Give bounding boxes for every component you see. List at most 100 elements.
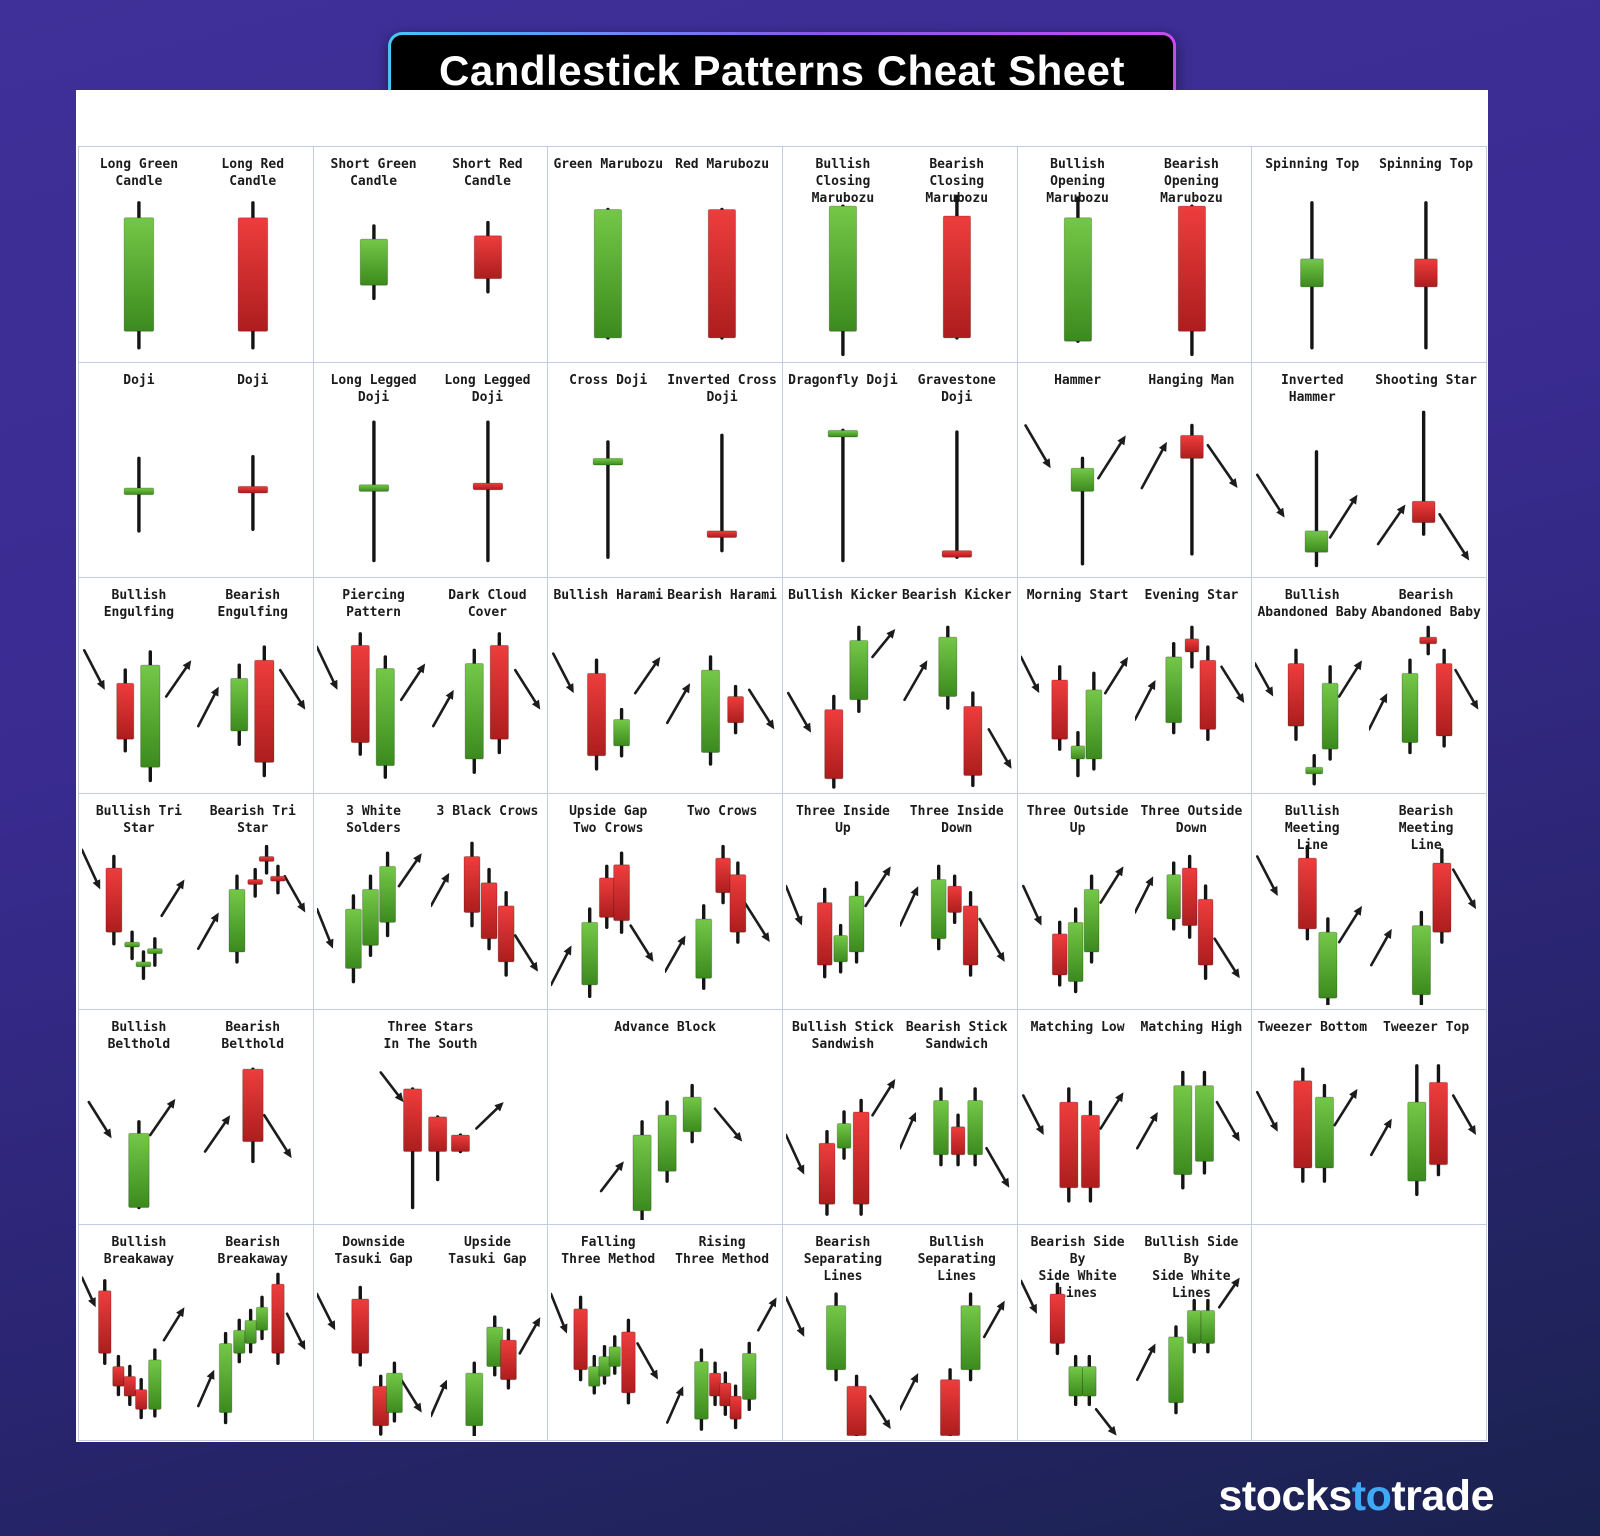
pattern-pane: Bullish Opening Marubozu <box>1021 157 1135 358</box>
pattern-label: Bearish Separating Lines <box>803 1235 883 1285</box>
pattern-pane: Inverted Cross Doji <box>665 373 779 574</box>
pattern-pane: Evening Star <box>1134 588 1249 789</box>
candlestick-diagram <box>87 1098 176 1209</box>
candlestick-diagram <box>666 655 775 767</box>
pattern-pane: Bearish Closing Marubozu <box>900 157 1014 358</box>
pattern-cell: Green Marubozu Red Marubozu <box>547 146 782 362</box>
pattern-pane: Bearish Separating Lines <box>786 1235 900 1436</box>
pattern-pane: Doji <box>196 373 310 574</box>
pattern-pane: Long Legged Doji <box>431 373 545 574</box>
pattern-label: 3 White Solders <box>346 804 401 836</box>
candlestick-diagram <box>1414 201 1438 350</box>
pattern-pane: Three Inside Up <box>786 804 900 1005</box>
pattern-pane: Bearish Tri Star <box>196 804 310 1005</box>
pattern-cell: Downside Tasuki Gap Upside Tasuki Gap <box>312 1224 548 1440</box>
pattern-label: Falling Three Method <box>561 1235 656 1268</box>
pattern-pane: Upside Gap Two Crows <box>551 804 665 1005</box>
pattern-label: Matching High <box>1140 1019 1243 1035</box>
pattern-label: Bullish Harami <box>553 588 664 604</box>
pattern-label: Bullish Engulfing <box>103 588 175 621</box>
pattern-pane: Spinning Top <box>1255 157 1369 358</box>
pattern-label: Long Legged Doji <box>444 372 531 405</box>
pattern-pane: Three Inside Down <box>899 804 1014 1005</box>
candlestick-diagram <box>379 1070 504 1209</box>
candlestick-diagram <box>786 1078 896 1216</box>
pattern-label: Spinning Top <box>1379 157 1474 172</box>
pattern-label: Green Marubozu <box>553 157 664 172</box>
pattern-pane: Bullish Harami <box>551 588 665 789</box>
pattern-cell: Long Green Candle Long Red Candle <box>78 146 313 362</box>
pattern-cell: Bullish Breakaway Bearish Breakaway <box>78 1224 313 1440</box>
pattern-pane: Cross Doji <box>551 373 665 574</box>
pattern-cell: Bullish Kicker Bearish Kicker <box>782 577 1017 793</box>
candlestick-diagram <box>1134 625 1244 742</box>
pattern-pane: Hanging Man <box>1135 373 1249 574</box>
pattern-label: Doji <box>123 372 155 388</box>
pattern-pane: Morning Start <box>1020 588 1135 789</box>
candlestick-diagram <box>594 207 623 340</box>
pattern-cell: Advance Block <box>547 1008 782 1225</box>
candlestick-diagram <box>1140 423 1237 556</box>
pattern-cell: Three Inside Up Three Inside Down <box>782 793 1017 1009</box>
pattern-label: Bullish Tri Star <box>95 804 182 836</box>
pattern-pane: Inverted Hammer <box>1255 373 1369 574</box>
pattern-cell: Dragonfly Doji Gravestone Doji <box>782 361 1017 578</box>
pattern-pane: Advance Block <box>551 1020 779 1221</box>
pattern-label: Upside Tasuki Gap <box>448 1235 527 1268</box>
pattern-label: Gravestone Doji <box>917 372 996 405</box>
pattern-label: Cross Doji <box>569 372 648 388</box>
pattern-label: Downside Tasuki Gap <box>334 1235 413 1268</box>
pattern-label: Bullish Belthold <box>107 1019 171 1052</box>
pattern-label: Bullish Abandoned Baby <box>1257 588 1368 621</box>
candlestick-diagram <box>899 864 1005 977</box>
pattern-label: Short Red Candle <box>452 157 523 189</box>
pattern-label: Long Red Candle <box>221 157 285 189</box>
pattern-cell: Bullish Meeting Line Bearish Meeting Line <box>1251 793 1486 1009</box>
pattern-label: Hanging Man <box>1148 372 1235 388</box>
pattern-pane: Matching Low <box>1021 1020 1135 1221</box>
candlestick-diagram <box>82 848 185 981</box>
pattern-pane: Two Crows <box>665 804 779 1005</box>
pattern-label: Two Crows <box>686 804 758 819</box>
pattern-label: Bearish Side By Side White Lines <box>1030 1235 1125 1301</box>
pattern-cell: Inverted Hammer Shooting Star <box>1251 361 1486 578</box>
candlestick-diagram <box>1020 1279 1117 1436</box>
candlestick-diagram <box>359 224 388 301</box>
pattern-pane: Bearish Abandoned Baby <box>1369 588 1483 789</box>
pattern-label: 3 Black Crows <box>436 804 539 819</box>
pattern-cell: Bullish Engulfing Bearish Engulfing <box>78 577 313 793</box>
pattern-label: Bullish Breakaway <box>103 1235 175 1268</box>
pattern-pane: 3 White Solders <box>316 804 431 1005</box>
brand-logo: stockstotrade <box>1219 1472 1495 1521</box>
candlestick-diagram <box>1376 410 1470 561</box>
pattern-pane: Bullish Engulfing <box>82 588 196 789</box>
pattern-label: Shooting Star <box>1375 372 1477 388</box>
pattern-label: Dragonfly Doji <box>788 372 898 388</box>
pattern-pane: Bearish Stick Sandwich <box>899 1020 1014 1221</box>
candlestick-diagram <box>1256 844 1363 1005</box>
pattern-label: Three Inside Down <box>909 804 1004 836</box>
candlestick-diagram <box>430 841 538 977</box>
pattern-pane: Tweezer Top <box>1369 1020 1483 1221</box>
pattern-cell: Three Stars In The South <box>312 1008 548 1225</box>
candlestick-diagram <box>1021 1086 1124 1203</box>
pattern-pane: Bullish Tri Star <box>82 804 196 1005</box>
pattern-pane: Bullish Stick Sandwish <box>786 1020 900 1221</box>
pattern-pane: Short Red Candle <box>431 157 545 358</box>
pattern-pane: Long Legged Doji <box>317 373 431 574</box>
pattern-cell: Bullish Harami Bearish Harami <box>547 577 782 793</box>
pattern-pane: Bullish Abandoned Baby <box>1255 588 1369 789</box>
candlestick-diagram <box>1370 848 1477 1005</box>
pattern-cell: Falling Three Method Rising Three Method <box>547 1224 782 1440</box>
pattern-label: Hammer <box>1054 372 1102 388</box>
pattern-label: Bearish Closing Marubozu <box>925 157 988 206</box>
pattern-cell: Long Legged Doji Long Legged Doji <box>312 361 548 578</box>
pattern-cell <box>1251 1224 1486 1440</box>
candlestick-diagram <box>1256 449 1358 567</box>
pattern-label: Red Marubozu <box>675 157 770 172</box>
pattern-pane: Spinning Top <box>1369 157 1483 358</box>
pattern-pane: Three Stars In The South <box>317 1020 545 1221</box>
pattern-pane: Bullish Meeting Line <box>1255 804 1369 1005</box>
pattern-label: Three Outside Up <box>1026 804 1129 836</box>
candlestick-diagram <box>1063 196 1092 343</box>
